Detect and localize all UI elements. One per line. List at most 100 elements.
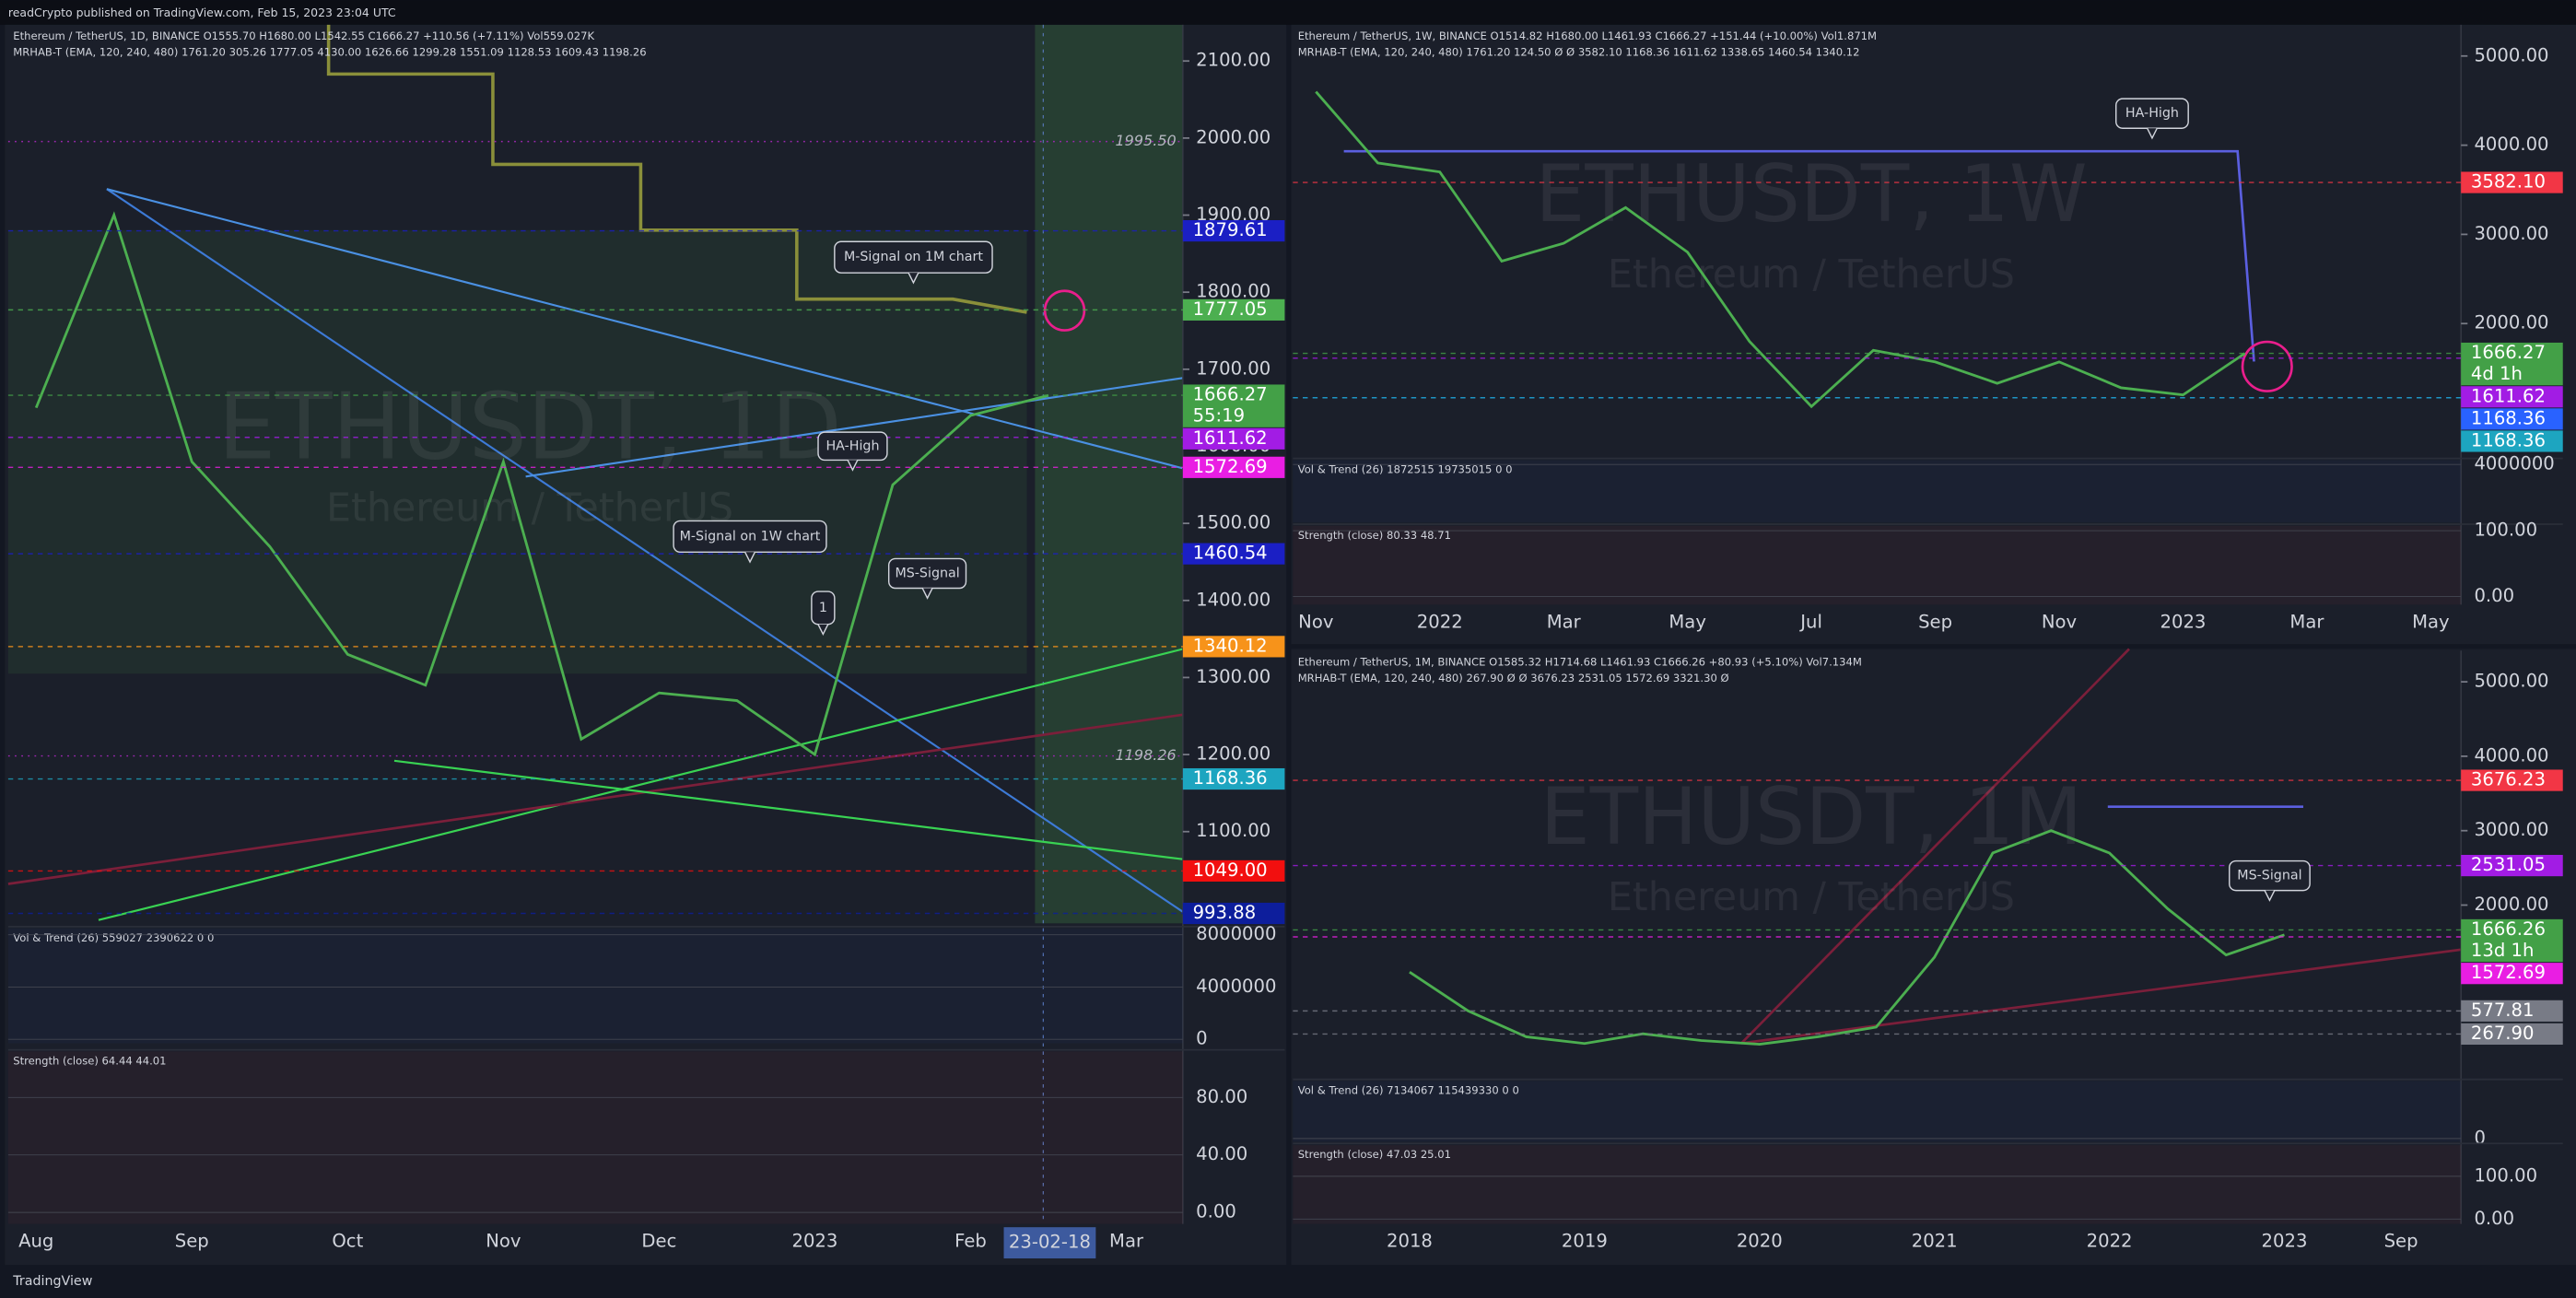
price-tag-label: 1572.69 [1193,456,1268,477]
y-tick-label: 2000.00 [2474,894,2548,915]
price-tag [2461,963,2563,985]
y-tick-label: 2100.00 [1196,50,1270,71]
x-tick-label: Nov [1298,611,1334,632]
pane-tick-label: 80.00 [1196,1086,1247,1107]
price-tag [1182,636,1285,658]
watermark-subtitle: Ethereum / TetherUS [326,485,733,531]
price-tag-label: 1460.54 [1193,543,1268,564]
x-tick-label: Sep [175,1231,209,1252]
highlight-circle [2241,340,2293,392]
pane-tick-label: 4000000 [2474,453,2554,474]
x-tick-label: Nov [2042,611,2078,632]
watermark-subtitle: Ethereum / TetherUS [1608,251,2015,298]
ha-high-line [1343,149,2255,362]
price-tag-label: 1168.36 [2471,429,2546,450]
price-tag-label: 1611.62 [2471,385,2546,406]
level-label: 1995.50 [1115,132,1176,149]
y-tick-label: 5000.00 [2474,671,2548,692]
callout-pointer [817,624,829,637]
pane-title: Vol & Trend (26) 7134067 115439330 0 0 [1298,1084,1519,1097]
pane-tick-label: 0 [1196,1028,1207,1049]
trend-line [106,188,1184,470]
x-tick-label: Jul [1798,611,1822,632]
price-tag [1182,767,1285,790]
pane-background [1293,525,2462,605]
panel-top-right [1291,24,2576,645]
x-tick-label: 2022 [1417,611,1463,632]
y-tick-label: 1500.00 [1196,512,1270,533]
price-tag [2461,769,2563,791]
callout-pointer [921,588,933,600]
projection-zone [1035,24,1183,924]
price-tag [2461,408,2563,430]
price-tag-label: 1666.27 [2471,342,2546,363]
x-tick-label: 2019 [1562,1231,1608,1252]
y-tick-label: 5000.00 [2474,44,2548,65]
pane-background [7,1051,1183,1224]
pane-tick-label: 40.00 [1196,1143,1247,1164]
callout-label: MS-Signal [895,566,959,580]
legend-indicator: MRHAB-T (EMA, 120, 240, 480) 1761.20 305… [13,46,646,59]
callout-label: M-Signal on 1W chart [680,529,821,544]
price-tag-label: 1879.61 [1193,219,1268,240]
callout-label: 1 [819,601,827,615]
price-tag-label: 1666.26 [2471,918,2546,940]
y-tick-label: 4000.00 [2474,134,2548,155]
price-tag-label: 993.88 [1193,902,1257,923]
price-tag [1182,219,1285,242]
price-tag [1182,298,1285,321]
callout-pointer [2264,890,2276,902]
x-tick-label: Aug [18,1231,53,1252]
pane-tick-label: 0.00 [2474,1208,2514,1229]
crosshair-label-box [1003,1227,1096,1259]
price-tag [2461,1023,2563,1045]
trend-line [393,759,1184,860]
price-tag-label: 267.90 [2471,1023,2535,1044]
price-tag-label: 3582.10 [2471,171,2546,193]
y-tick-label: 1700.00 [1196,357,1270,379]
price-tag [1182,902,1285,925]
x-tick-label: Mar [2289,611,2324,632]
y-tick-label: 2000.00 [1196,126,1270,147]
x-tick-label: 2023 [2160,611,2207,632]
trend-line [525,377,1184,478]
price-line [1409,829,2285,1046]
callout-label: HA-High [2125,106,2179,121]
price-tag-label: 2531.05 [2471,854,2546,875]
pane-tick-label: 4000000 [1196,976,1276,997]
pane-background [1293,1081,2462,1142]
price-tag-label: 1611.62 [1193,427,1268,449]
pane-title: Strength (close) 64.44 44.01 [13,1055,166,1068]
y-tick-label: 1400.00 [1196,589,1270,610]
pane-title: Vol & Trend (26) 559027 2390622 0 0 [13,931,214,944]
price-tag [1182,859,1285,882]
top-bar [0,0,2576,25]
trend-line [1740,648,2130,1045]
price-tag [1182,543,1285,565]
pane-tick-label: 100.00 [2474,520,2537,541]
countdown: 4d 1h [2471,363,2523,384]
y-tick-label: 3000.00 [2474,819,2548,840]
price-tag [2461,1000,2563,1022]
legend-title: Ethereum / TetherUS, 1W, BINANCE O1514.8… [1298,29,1877,42]
y-tick-label: 3000.00 [2474,223,2548,244]
price-tag-label: 1777.05 [1193,298,1268,320]
x-tick-label: Feb [954,1231,987,1252]
x-tick-label: 2023 [791,1231,837,1252]
y-tick-label: 1300.00 [1196,666,1270,687]
trend-line [98,648,1184,921]
x-tick-label: Nov [486,1231,521,1252]
price-tag [1182,456,1285,478]
callout-pointer [2146,127,2158,140]
pane-background [1293,1145,2462,1224]
price-tag [1182,427,1285,450]
price-tag-label: 1049.00 [1193,859,1268,881]
crosshair-label: 23-02-18 [1009,1232,1091,1253]
price-line [1315,90,2246,409]
x-tick-label: May [2412,611,2450,632]
price-tag-label: 1168.36 [1193,767,1268,789]
pane-title: Vol & Trend (26) 1872515 19735015 0 0 [1298,463,1513,476]
y-tick-label: 1800.00 [1196,281,1270,302]
